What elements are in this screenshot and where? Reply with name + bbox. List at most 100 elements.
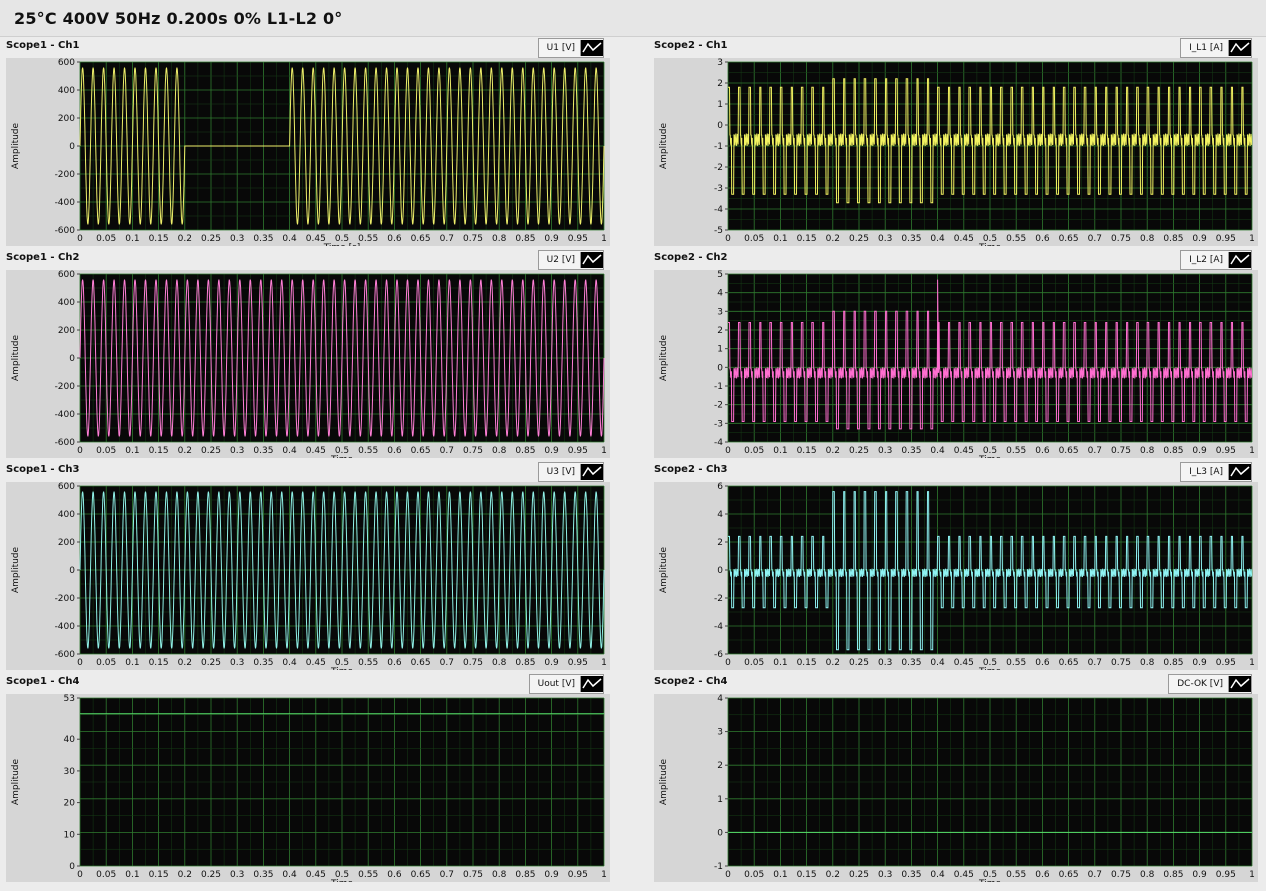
y-tick-label: 1 [717,795,723,805]
x-tick-label: 0.7 [440,658,454,668]
x-tick-label: 0.15 [797,234,817,244]
trace-style-icon[interactable] [1228,676,1251,692]
trace-style-icon[interactable] [1228,464,1251,480]
x-tick-label: 0.95 [1216,870,1236,880]
x-tick-label: 0.45 [954,870,974,880]
y-tick-label: 4 [717,510,723,520]
x-tick-label: 0.4 [282,870,297,880]
scope2-ch2-chart[interactable]: -4 -3 -2 -1 0 1 2 3 4 5 0 0.05 0.1 0.15 0.2 0.25 0.3 0.35… [654,270,1258,458]
y-tick-label: 4 [717,694,723,704]
y-tick-label: 0 [717,363,723,373]
waveform-trace [728,78,1253,204]
trace-style-icon[interactable] [580,676,603,692]
plot-legend[interactable]: Uout [V] [528,674,604,694]
trace-style-icon[interactable] [580,40,603,56]
x-tick-label: 0.3 [878,658,892,668]
y-tick-label: 600 [58,58,75,68]
y-tick-label: 20 [64,799,76,809]
trace-style-icon[interactable] [580,464,603,480]
y-axis-label: Amplitude [11,546,21,593]
trace-style-icon[interactable] [1228,252,1251,268]
scope2-ch1-chart[interactable]: -5 -4 -3 -2 -1 0 1 2 3 0 0.05 0.1 0.15 0.2 0.25 0.3 0.35… [654,58,1258,246]
x-tick-label: 0.85 [515,446,535,456]
plot-legend[interactable]: U3 [V] [537,462,604,482]
x-tick-label: 0.35 [253,870,273,880]
x-tick-label: 0.25 [849,446,869,456]
x-tick-label: 0.05 [744,446,764,456]
panel-title: Scope2 - Ch4 [654,676,728,687]
plot-legend[interactable]: U2 [V] [537,250,604,270]
x-tick-label: 1 [1249,870,1255,880]
status-text: 25°C 400V 50Hz 0.200s 0% L1-L2 0° [14,9,343,28]
x-tick-label: 0.25 [201,234,221,244]
plot-legend[interactable]: I_L2 [A] [1180,250,1252,270]
legend-label: Uout [V] [537,679,575,689]
legend-label: I_L1 [A] [1189,43,1223,53]
x-tick-label: 0.4 [282,446,297,456]
y-tick-label: -200 [55,170,76,180]
x-tick-label: 0.45 [306,234,326,244]
legend-label: U2 [V] [546,255,575,265]
plot-frame: -600 -400 -200 0 200 400 600 0 0.05 0.1 0.15 0.2 0.2… [6,270,610,458]
scope1-ch1-panel: Scope1 - Ch1 U1 [V] -600 -400 -200 0 200 400 6… [2,38,612,248]
x-tick-label: 0.9 [1192,446,1207,456]
y-tick-label: 200 [58,538,75,548]
x-tick-label: 0.15 [797,658,817,668]
y-tick-label: 200 [58,326,75,336]
trace-style-icon[interactable] [1228,40,1251,56]
plot-frame: -600 -400 -200 0 200 400 600 0 0.05 0.1 0.15 0.2 0.2… [6,482,610,670]
x-tick-label: 0.85 [1163,658,1183,668]
plot-legend[interactable]: DC-OK [V] [1168,674,1252,694]
x-tick-label: 0.5 [335,658,349,668]
x-tick-label: 0.85 [515,658,535,668]
x-tick-label: 0 [77,870,83,880]
x-tick-label: 0.15 [149,870,169,880]
y-tick-label: 0 [717,566,723,576]
x-axis-label: Time [978,667,1001,670]
legend-label: I_L3 [A] [1189,467,1223,477]
scope1-ch3-chart[interactable]: -600 -400 -200 0 200 400 600 0 0.05 0.1 0.15 0.2 0.2… [6,482,610,670]
x-tick-label: 0.3 [230,870,244,880]
plot-legend[interactable]: U1 [V] [537,38,604,58]
x-tick-label: 0.45 [954,658,974,668]
scope2-ch3-chart[interactable]: -6 -4 -2 0 2 4 6 0 0.05 0.1 0.15 0.2 0.25 0.3 0.35 0.4 0… [654,482,1258,670]
x-tick-label: 0.9 [544,870,559,880]
grid [727,697,1253,867]
y-tick-label: 10 [64,830,76,840]
waveform-trace [728,491,1253,651]
x-tick-label: 0.1 [125,658,139,668]
x-tick-label: 0.95 [568,658,588,668]
panel-title: Scope2 - Ch1 [654,40,728,51]
y-tick-label: 600 [58,270,75,280]
x-axis-label: Time [s] [323,243,361,246]
plot-legend[interactable]: I_L1 [A] [1180,38,1252,58]
x-axis-label: Time [330,879,353,882]
x-axis-label: Time [978,243,1001,246]
trace-style-icon[interactable] [580,252,603,268]
x-tick-label: 0.85 [1163,446,1183,456]
y-tick-label: -4 [714,438,723,448]
x-tick-label: 0.3 [878,446,892,456]
x-tick-label: 0.4 [930,234,945,244]
x-tick-label: 0.2 [178,658,192,668]
plot-legend[interactable]: I_L3 [A] [1180,462,1252,482]
panel-title: Scope1 - Ch3 [6,464,80,475]
y-axis-label: Amplitude [11,122,21,169]
x-tick-label: 0.65 [1059,658,1079,668]
x-tick-label: 0.4 [930,658,945,668]
x-tick-label: 0.05 [96,446,116,456]
x-tick-label: 0.4 [282,234,297,244]
x-tick-label: 0.8 [1140,234,1155,244]
x-tick-label: 0.1 [773,870,787,880]
x-tick-label: 0.4 [930,446,945,456]
x-tick-label: 0.6 [387,658,402,668]
scope1-ch1-chart[interactable]: -600 -400 -200 0 200 400 600 0 0.05 0.1 0.15 0.2 0.2… [6,58,610,246]
plot-frame: 0 10 20 30 40 53 0 0.05 0.1 0.15 0.2 0.25 0.3 0.35 0.4… [6,694,610,882]
x-tick-label: 0.55 [358,870,378,880]
scope1-ch4-chart[interactable]: 0 10 20 30 40 53 0 0.05 0.1 0.15 0.2 0.25 0.3 0.35 0.4… [6,694,610,882]
y-tick-label: -200 [55,382,76,392]
scope1-ch2-chart[interactable]: -600 -400 -200 0 200 400 600 0 0.05 0.1 0.15 0.2 0.2… [6,270,610,458]
x-tick-label: 0.15 [797,446,817,456]
x-tick-label: 0.1 [125,234,139,244]
